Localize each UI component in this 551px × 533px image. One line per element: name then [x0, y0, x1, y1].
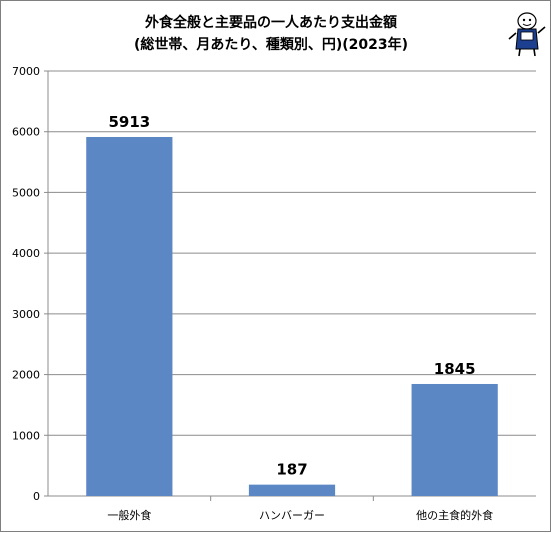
bars [86, 136, 498, 496]
x-axis-category-labels: 一般外食 ハンバーガー 他の主食的外食 [107, 508, 493, 522]
y-axis-tick-labels: 0 1000 2000 3000 4000 5000 6000 7000 [12, 65, 40, 503]
y-tick-label: 7000 [12, 65, 40, 78]
y-tick-label: 1000 [12, 429, 40, 442]
x-category-label: 一般外食 [107, 508, 151, 522]
y-tick-label: 5000 [12, 186, 40, 199]
data-label: 1845 [434, 360, 476, 378]
y-tick-label: 4000 [12, 247, 40, 260]
bar [86, 136, 173, 496]
mascot-character-icon [508, 12, 546, 57]
x-category-label: ハンバーガー [259, 509, 325, 522]
chart-title: 外食全般と主要品の一人あたり支出金額 (総世帯、月あたり、種類別、円)(2023… [134, 14, 408, 53]
y-tick-label: 6000 [12, 126, 40, 139]
chart-title-line-2: (総世帯、月あたり、種類別、円)(2023年) [134, 36, 408, 53]
y-tick-label: 2000 [12, 369, 40, 382]
x-category-label: 他の主食的外食 [416, 508, 493, 522]
bar [411, 383, 498, 496]
data-labels: 5913 187 1845 [108, 113, 475, 479]
chart-title-line-1: 外食全般と主要品の一人あたり支出金額 [145, 14, 397, 31]
y-tick-label: 0 [33, 490, 40, 503]
bar [248, 484, 336, 496]
data-label: 5913 [108, 113, 150, 131]
y-tick-label: 3000 [12, 308, 40, 321]
data-label: 187 [276, 461, 307, 479]
